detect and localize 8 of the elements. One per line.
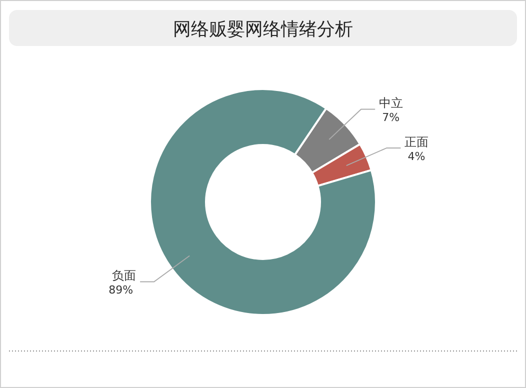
data-label: 89% <box>108 284 134 297</box>
data-label: 7% <box>382 111 400 124</box>
chart-title: 网络贩婴网络情绪分析 <box>173 19 353 40</box>
slice-label: 中立 <box>379 96 404 110</box>
slice-label: 负面 <box>112 268 136 283</box>
slice-label: 正面 <box>404 134 429 149</box>
data-label: 4% <box>408 150 426 163</box>
donut-slice <box>149 88 377 316</box>
